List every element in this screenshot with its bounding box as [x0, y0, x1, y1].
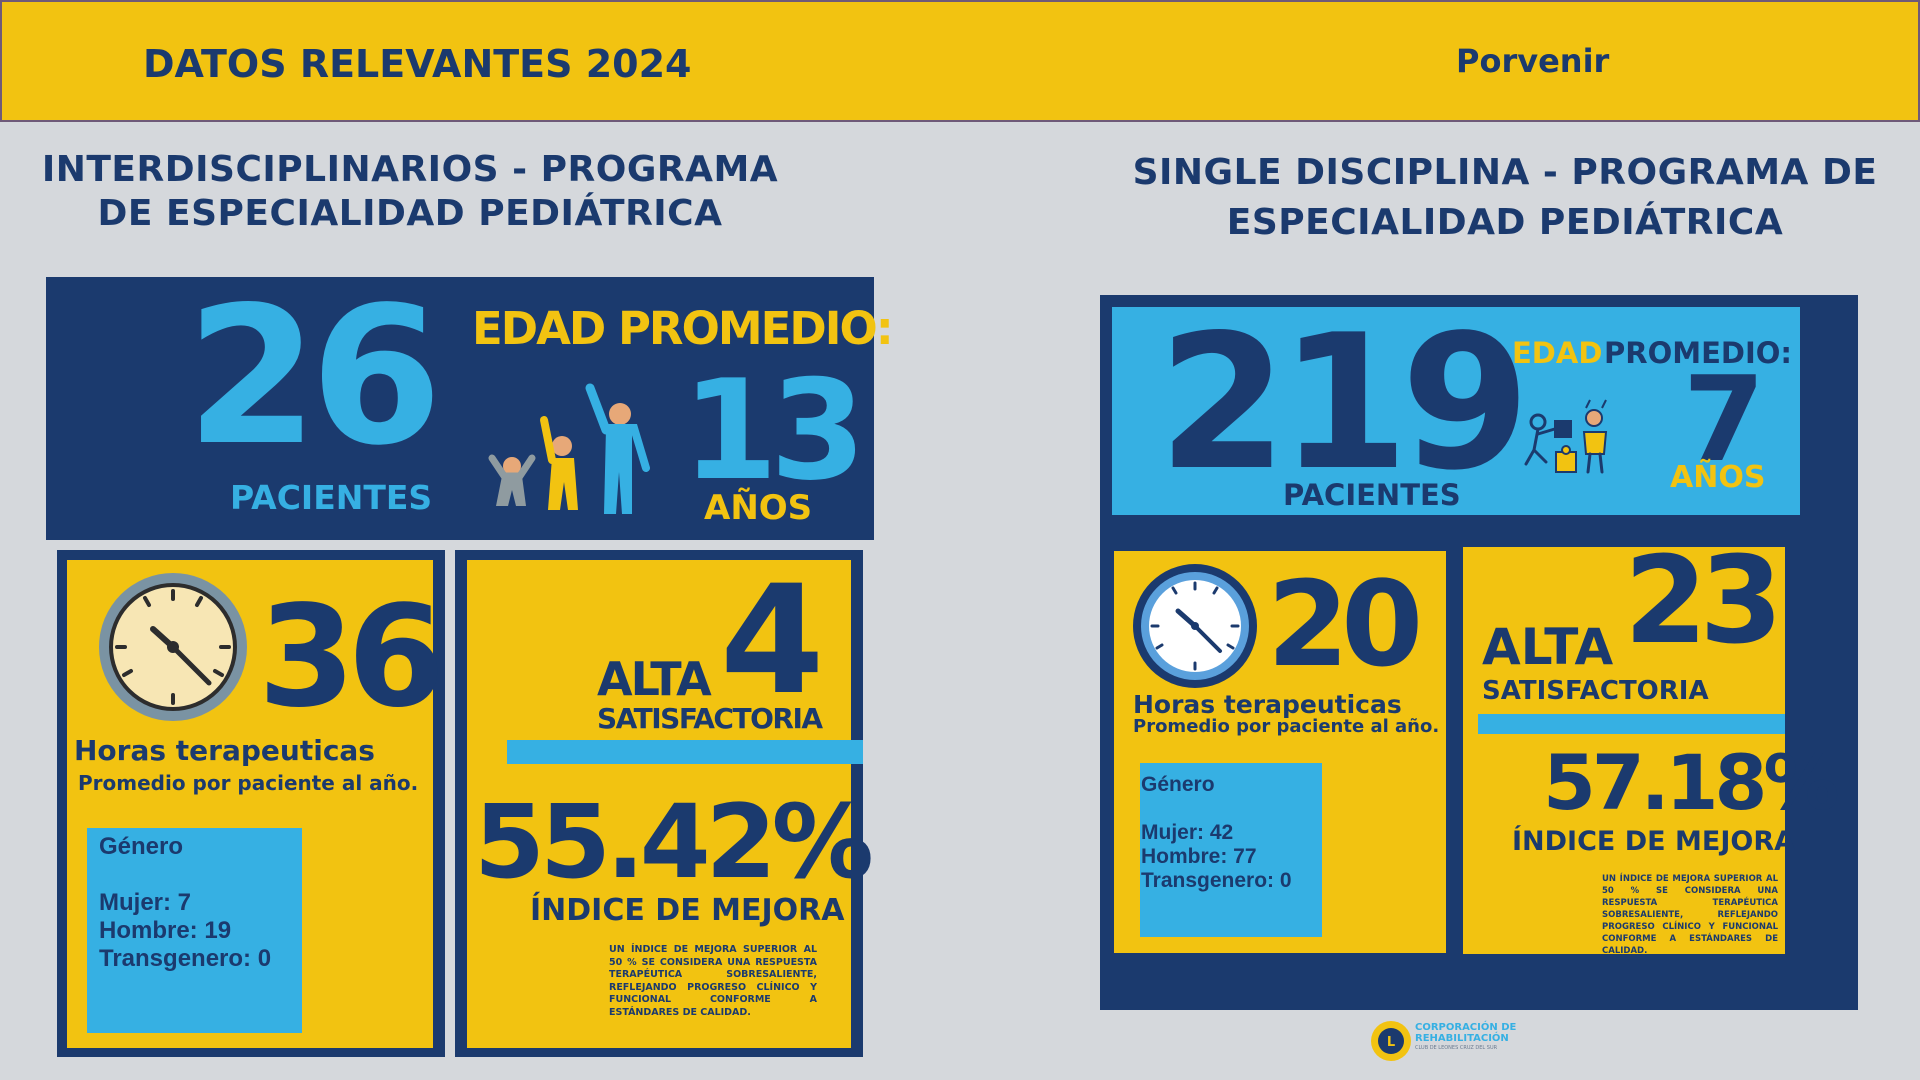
- puzzle-children-icon: [1524, 399, 1608, 474]
- left-age-unit: AÑOS: [704, 488, 813, 528]
- right-patients-count: 219: [1158, 294, 1530, 511]
- left-section-title: INTERDISCIPLINARIOS - PROGRAMA DE ESPECI…: [30, 148, 790, 236]
- right-accent-bar: [1478, 714, 1785, 734]
- right-title-line1: SINGLE DISCIPLINA - PROGRAMA DE: [1132, 152, 1878, 193]
- svg-text:L: L: [1387, 1035, 1395, 1050]
- right-age-label-a: EDAD: [1512, 336, 1603, 370]
- left-hours-label: Horas terapeuticas: [74, 734, 375, 767]
- page-title: DATOS RELEVANTES 2024: [143, 42, 692, 86]
- right-summary-panel: [1112, 307, 1800, 515]
- right-hours-value: 20: [1267, 555, 1423, 693]
- left-title-line2: DE ESPECIALIDAD PEDIÁTRICA: [97, 193, 723, 234]
- right-patients-label: PACIENTES: [1283, 478, 1461, 512]
- right-age-label-b: PROMEDIO:: [1604, 336, 1793, 370]
- left-discharge-sub: SATISFACTORIA: [597, 702, 823, 735]
- left-summary-panel: [46, 277, 874, 540]
- left-gender-trans: Transgenero: 0: [99, 945, 272, 972]
- logo-line3: CLUB DE LEONES CRUZ DEL SUR: [1415, 1045, 1498, 1051]
- right-discharge-label: ALTA: [1482, 618, 1614, 676]
- left-accent-bar: [507, 740, 863, 764]
- organization-logo: CORPORACIÓN DE REHABILITACIÓN CLUB DE LE…: [1415, 1022, 1516, 1052]
- logo-line2: REHABILITACIÓN: [1415, 1033, 1509, 1044]
- left-patients-label: PACIENTES: [230, 478, 433, 517]
- left-improvement-label: ÍNDICE DE MEJORA: [530, 893, 845, 928]
- right-gender-trans: Transgenero: 0: [1141, 869, 1292, 892]
- logo-line1: CORPORACIÓN DE: [1415, 1022, 1517, 1033]
- left-discharge-card: [467, 560, 851, 1048]
- right-discharge-sub: SATISFACTORIA: [1482, 676, 1709, 706]
- left-gender-title: Género: [99, 833, 184, 860]
- left-hours-value: 36: [258, 576, 445, 739]
- left-gender-male: Hombre: 19: [99, 917, 232, 944]
- lions-club-logo-icon: L: [1371, 1021, 1411, 1061]
- right-improvement-note: UN ÍNDICE DE MEJORA SUPERIOR AL 50 % SE …: [1602, 874, 1778, 956]
- right-gender-box: Género Mujer: 42 Hombre: 77 Transgenero:…: [1140, 763, 1322, 937]
- left-discharge-value: 4: [720, 554, 824, 728]
- left-patients-count: 26: [186, 266, 442, 487]
- left-gender-female: Mujer: 7: [99, 889, 192, 916]
- left-improvement-value: 55.42%: [474, 783, 874, 902]
- header-banner: [0, 0, 1920, 122]
- family-figures-icon: [488, 383, 650, 514]
- left-improvement-note: UN ÍNDICE DE MEJORA SUPERIOR AL 50 % SE …: [609, 944, 817, 1018]
- left-age-label: EDAD PROMEDIO:: [472, 302, 894, 355]
- left-age-value: 13: [682, 350, 866, 511]
- right-gender-title: Género: [1141, 773, 1215, 796]
- right-improvement-label: ÍNDICE DE MEJORA: [1512, 826, 1796, 857]
- right-gender-male: Hombre: 77: [1141, 845, 1257, 868]
- left-discharge-label: ALTA: [597, 652, 712, 706]
- left-gender-box: Género Mujer: 7 Hombre: 19 Transgenero: …: [87, 828, 302, 1033]
- right-discharge-value: 23: [1624, 532, 1783, 671]
- right-age-unit: AÑOS: [1670, 460, 1766, 495]
- left-title-line1: INTERDISCIPLINARIOS - PROGRAMA: [41, 149, 779, 190]
- right-hours-label: Horas terapeuticas: [1133, 690, 1402, 719]
- right-title-line2: ESPECIALIDAD PEDIÁTRICA: [1226, 202, 1784, 243]
- right-gender-female: Mujer: 42: [1141, 821, 1234, 844]
- clock-icon: [1133, 564, 1257, 688]
- right-age-value: 7: [1683, 350, 1765, 488]
- right-section-title: SINGLE DISCIPLINA - PROGRAMA DE ESPECIAL…: [1130, 148, 1880, 248]
- location-label: Porvenir: [1456, 42, 1610, 80]
- clock-icon: [99, 573, 247, 721]
- right-discharge-card: [1463, 547, 1785, 954]
- left-hours-sub: Promedio por paciente al año.: [78, 771, 419, 795]
- right-improvement-value: 57.18%: [1543, 738, 1840, 827]
- right-hours-sub: Promedio por paciente al año.: [1133, 716, 1440, 737]
